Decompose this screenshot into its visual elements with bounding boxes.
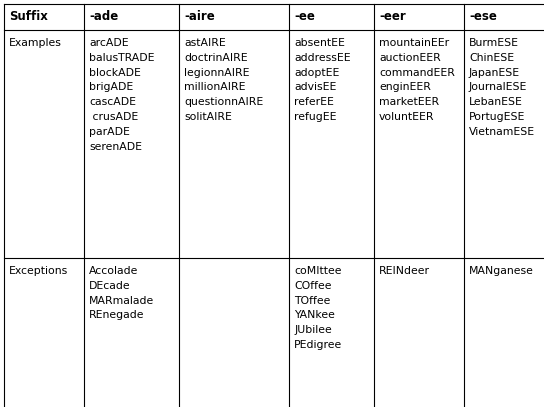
Text: -ee: -ee: [294, 11, 315, 24]
Text: -aire: -aire: [184, 11, 215, 24]
Text: astAIRE
doctrinAIRE
legionnAIRE
millionAIRE
questionnAIRE
solitAIRE: astAIRE doctrinAIRE legionnAIRE millionA…: [184, 38, 263, 122]
Text: mountainEEr
auctionEER
commandEER
enginEER
marketEER
voluntEER: mountainEEr auctionEER commandEER enginE…: [379, 38, 455, 122]
Text: Examples: Examples: [9, 38, 62, 48]
Text: Exceptions: Exceptions: [9, 266, 68, 276]
Text: coMIttee
COffee
TOffee
YANkee
JUbilee
PEdigree: coMIttee COffee TOffee YANkee JUbilee PE…: [294, 266, 342, 350]
Text: MANganese: MANganese: [469, 266, 534, 276]
Text: absentEE
addressEE
adoptEE
advisEE
referEE
refugEE: absentEE addressEE adoptEE advisEE refer…: [294, 38, 351, 122]
Text: -ade: -ade: [89, 11, 118, 24]
Text: REINdeer: REINdeer: [379, 266, 430, 276]
Text: Suffix: Suffix: [9, 11, 48, 24]
Text: Accolade
DEcade
MARmalade
REnegade: Accolade DEcade MARmalade REnegade: [89, 266, 154, 320]
Text: -ese: -ese: [469, 11, 497, 24]
Text: -eer: -eer: [379, 11, 406, 24]
Text: BurmESE
ChinESE
JapanESE
JournalESE
LebanESE
PortugESE
VietnamESE: BurmESE ChinESE JapanESE JournalESE Leba…: [469, 38, 535, 137]
Text: arcADE
balusTRADE
blockADE
brigADE
cascADE
 crusADE
parADE
serenADE: arcADE balusTRADE blockADE brigADE cascA…: [89, 38, 154, 151]
